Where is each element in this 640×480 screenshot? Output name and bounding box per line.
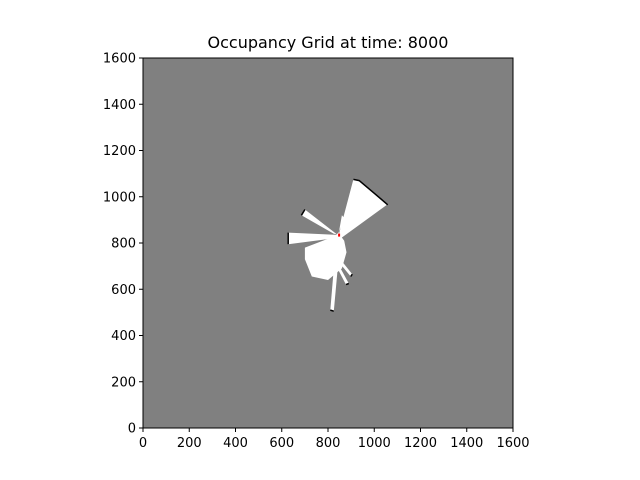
- y-tick-label: 800: [111, 237, 136, 252]
- chart-title: Occupancy Grid at time: 8000: [208, 33, 449, 52]
- occupied-edge-0: [353, 178, 389, 206]
- x-tick-label: 1600: [496, 436, 529, 451]
- y-tick-label: 1400: [103, 98, 136, 113]
- x-tick-label: 200: [177, 436, 202, 451]
- occupied-edge-3: [330, 309, 335, 312]
- free-region-5: [336, 256, 353, 277]
- x-tick-label: 1000: [358, 436, 391, 451]
- y-axis: 0 200 400 600 800 1000 1200 1400 1600: [103, 52, 143, 437]
- occupied-edge-4: [350, 273, 353, 277]
- plot-area: [142, 57, 514, 429]
- y-tick-label: 200: [111, 375, 136, 390]
- y-tick-label: 600: [111, 283, 136, 298]
- occupied-edge-5: [345, 282, 350, 286]
- x-tick-label: 1200: [404, 436, 437, 451]
- free-region-1: [336, 215, 345, 237]
- y-tick-label: 1000: [103, 190, 136, 205]
- free-region-6: [334, 261, 349, 285]
- free-region-4: [304, 232, 347, 280]
- robot-marker: [338, 233, 341, 237]
- x-tick-label: 0: [139, 436, 147, 451]
- x-tick-label: 600: [269, 436, 294, 451]
- x-tick-label: 800: [316, 436, 341, 451]
- y-tick-label: 400: [111, 329, 136, 344]
- free-region-7: [330, 268, 338, 312]
- y-tick-label: 0: [128, 422, 136, 437]
- x-tick-label: 1400: [450, 436, 483, 451]
- x-tick-label: 400: [223, 436, 248, 451]
- y-tick-label: 1600: [103, 52, 136, 67]
- free-region-2: [301, 209, 337, 235]
- x-axis: 0 200 400 600 800 1000 1200 1400 1600: [139, 428, 530, 451]
- free-region-3: [288, 232, 338, 245]
- y-tick-label: 1200: [103, 144, 136, 159]
- occupied-edge-2: [300, 209, 306, 216]
